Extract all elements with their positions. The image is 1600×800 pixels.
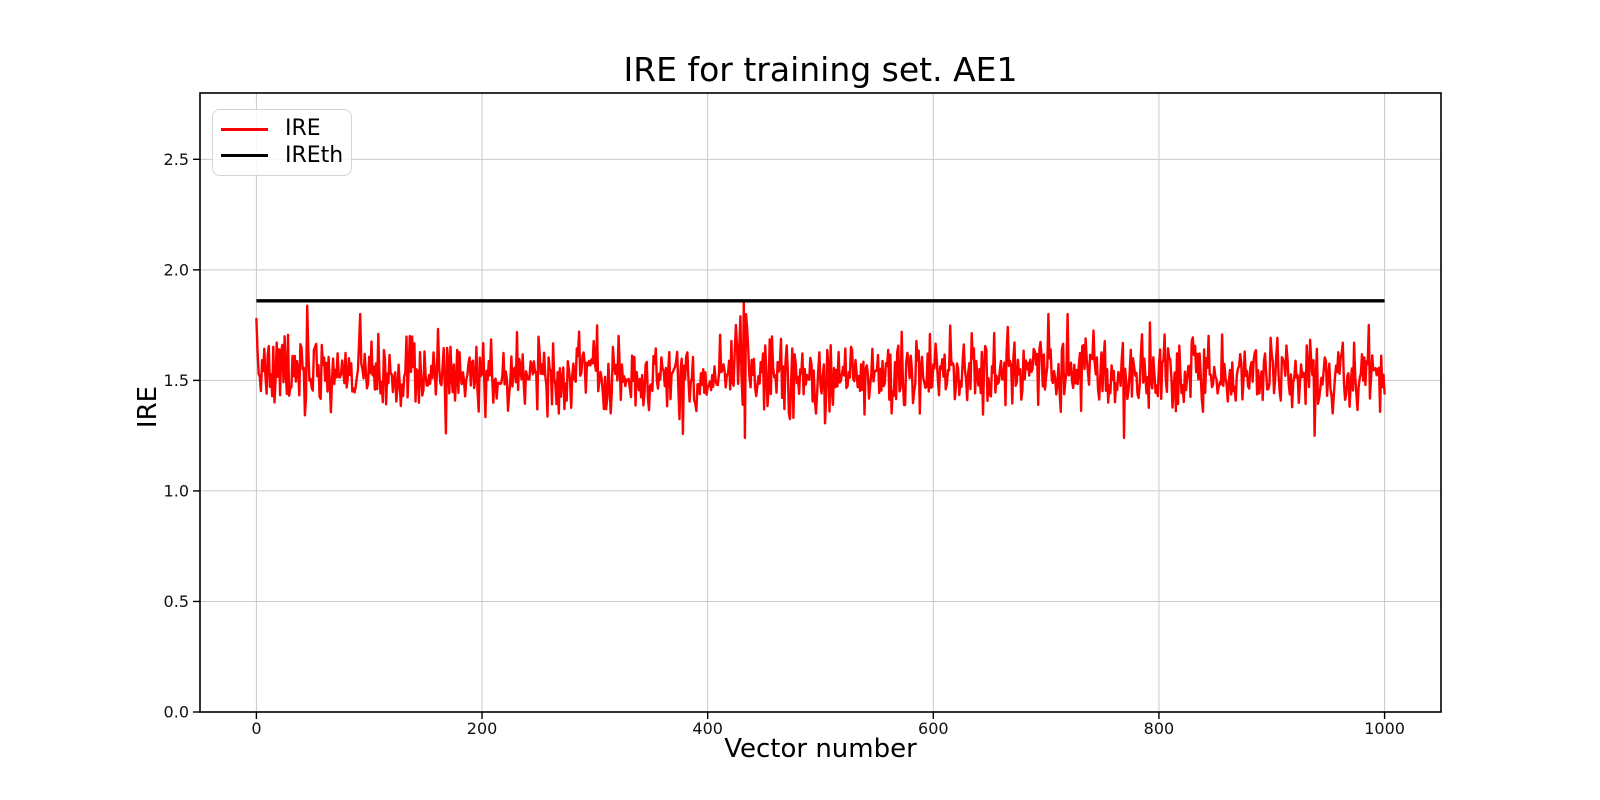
y-axis-label: IRE	[133, 385, 163, 429]
x-tick-label: 400	[692, 719, 723, 738]
y-tick-label: 1.5	[164, 371, 189, 390]
axes-spines	[199, 92, 1442, 713]
legend-line-sample-ire	[221, 127, 268, 131]
x-tick-label: 800	[1144, 719, 1175, 738]
y-tick-label: 0.5	[164, 592, 189, 611]
legend-label-ire: IRE	[285, 116, 321, 142]
x-tick-label: 200	[467, 719, 498, 738]
legend-line-sample-ireth	[221, 154, 268, 158]
legend-entry-ireth: IREth	[221, 142, 344, 170]
y-tick-label: 1.0	[164, 481, 189, 500]
y-tick-label: 2.5	[164, 150, 189, 169]
y-tick-label: 2.0	[164, 260, 189, 279]
x-tick-label: 1000	[1364, 719, 1405, 738]
chart-title: IRE for training set. AE1	[623, 50, 1018, 89]
x-tick-label: 600	[918, 719, 949, 738]
legend-entry-ire: IRE	[221, 116, 341, 143]
ire-line	[255, 300, 1386, 440]
legend-label-ireth: IREth	[285, 142, 344, 168]
y-tick-label: 0.0	[164, 703, 189, 722]
x-axis-label: Vector number	[724, 734, 917, 764]
x-tick-label: 0	[251, 719, 261, 738]
legend: IRE IREth	[212, 109, 352, 176]
